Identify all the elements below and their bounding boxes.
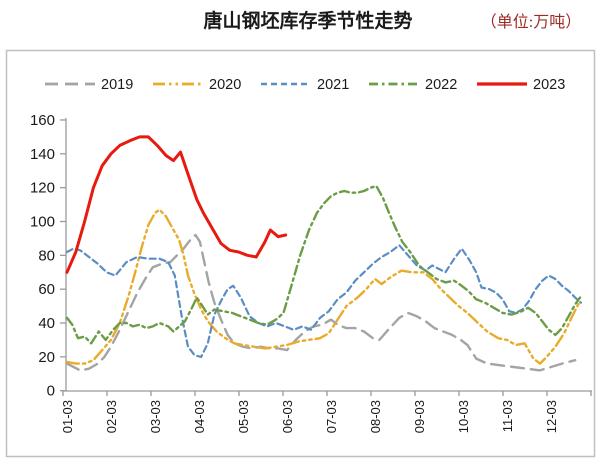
y-tick-label: 120 — [30, 180, 55, 197]
y-tick-label: 160 — [30, 112, 55, 129]
chart-title: 唐山钢坯库存季节性走势 — [203, 9, 412, 32]
legend-label-2019: 2019 — [101, 77, 133, 93]
y-axis: 0 20 40 60 80 100 120 140 160 — [30, 112, 67, 400]
y-tick-label: 60 — [38, 281, 55, 298]
x-tick-label: 05-03 — [236, 400, 251, 433]
x-axis: 01-03 02-03 03-03 04-03 05-03 06-03 07-03 08-03… — [60, 390, 592, 433]
y-tick-label: 0 — [47, 383, 55, 400]
series-line-2021 — [65, 244, 583, 358]
legend-label-2021: 2021 — [317, 77, 349, 93]
y-tick-label: 140 — [30, 146, 55, 163]
y-tick-label: 100 — [30, 214, 55, 231]
x-tick-label: 08-03 — [368, 400, 383, 433]
y-tick-label: 80 — [38, 247, 55, 264]
unit-label: （单位:万吨） — [481, 13, 581, 31]
x-tick-label: 01-03 — [60, 400, 75, 433]
plot-series — [65, 135, 583, 372]
x-tick-label: 06-03 — [280, 400, 295, 433]
x-tick-label: 11-03 — [500, 400, 515, 432]
legend-label-2023: 2023 — [533, 77, 565, 93]
series-line-2022 — [65, 184, 582, 345]
x-tick-label: 04-03 — [192, 400, 207, 433]
x-tick-label: 09-03 — [412, 400, 427, 433]
chart-border — [5, 49, 596, 458]
series-line-2019 — [65, 233, 577, 372]
chart-legend: 2019 2020 2021 2022 2023 — [45, 77, 565, 93]
x-tick-label: 02-03 — [104, 400, 119, 433]
x-tick-label: 07-03 — [324, 400, 339, 433]
x-tick-label: 12-03 — [544, 400, 559, 433]
y-tick-label: 20 — [38, 349, 55, 366]
series-line-2020 — [65, 208, 581, 365]
x-tick-label: 10-03 — [456, 400, 471, 433]
x-tick-label: 03-03 — [148, 400, 163, 433]
series-line-2023 — [65, 135, 288, 274]
legend-label-2020: 2020 — [209, 77, 241, 93]
y-tick-label: 40 — [38, 315, 55, 332]
legend-label-2022: 2022 — [425, 77, 457, 93]
